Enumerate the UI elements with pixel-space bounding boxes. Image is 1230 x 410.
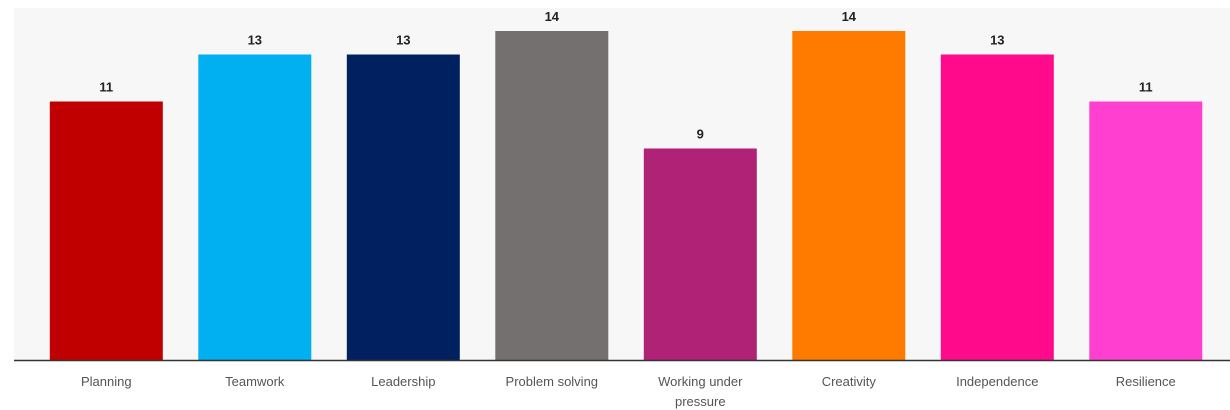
category-label-independence: Independence [956, 374, 1038, 389]
category-label-resilience: Resilience [1116, 374, 1176, 389]
category-label-working-under-pressure: Working under pressure [658, 374, 743, 409]
bar-working-under-pressure [643, 148, 757, 360]
value-labels: 11 13 13 14 9 14 13 11 [99, 9, 1152, 142]
bar-creativity [792, 31, 906, 360]
bars [49, 31, 1203, 360]
category-label-creativity: Creativity [822, 374, 877, 389]
value-label-working-under-pressure: 9 [697, 127, 704, 142]
value-label-creativity: 14 [842, 9, 857, 24]
bar-leadership [346, 54, 460, 360]
bar-teamwork [198, 54, 312, 360]
category-label-leadership: Leadership [371, 374, 435, 389]
value-label-planning: 11 [99, 80, 113, 95]
value-label-independence: 13 [990, 33, 1004, 48]
bar-independence [940, 54, 1054, 360]
bar-planning [49, 101, 163, 360]
value-label-leadership: 13 [396, 33, 410, 48]
value-label-teamwork: 13 [248, 33, 262, 48]
value-label-problem-solving: 14 [545, 9, 560, 24]
bar-problem-solving [495, 31, 609, 360]
value-label-resilience: 11 [1139, 80, 1153, 95]
category-label-teamwork: Teamwork [225, 374, 285, 389]
category-label-problem-solving: Problem solving [506, 374, 599, 389]
bar-resilience [1089, 101, 1203, 360]
category-label-planning: Planning [81, 374, 132, 389]
category-labels: Planning Teamwork Leadership Problem solvin… [81, 374, 1176, 409]
